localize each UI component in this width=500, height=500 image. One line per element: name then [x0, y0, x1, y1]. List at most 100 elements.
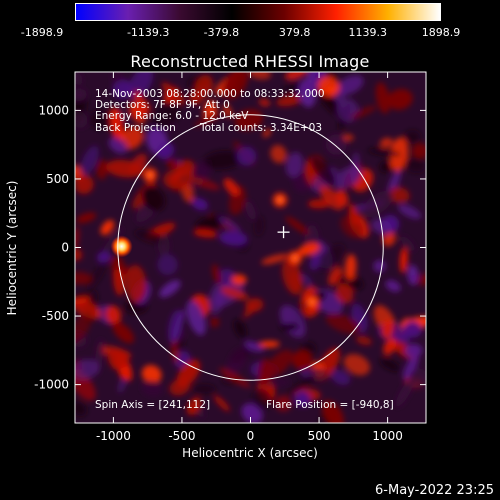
- colorbar: [75, 3, 441, 21]
- map-texture-blob: [166, 158, 179, 169]
- map-texture-blob: [208, 283, 226, 314]
- map-texture-blob: [301, 273, 313, 287]
- map-texture-blob: [222, 72, 248, 100]
- map-texture-blob: [257, 340, 280, 348]
- map-texture-blob: [309, 255, 320, 271]
- map-texture-blob: [191, 198, 208, 211]
- map-texture-blob: [108, 137, 128, 154]
- map-texture-blob: [395, 378, 414, 408]
- map-texture-blob: [310, 155, 336, 186]
- map-texture-blob: [249, 72, 272, 80]
- map-texture-blob: [258, 358, 272, 385]
- map-texture-blob: [193, 229, 218, 238]
- map-texture-blob: [407, 264, 419, 286]
- map-texture-blob: [188, 90, 204, 105]
- flare-source: [110, 235, 133, 258]
- map-hot-spot: [141, 166, 159, 184]
- map-texture-blob: [75, 111, 88, 129]
- map-texture-blob: [325, 313, 361, 334]
- map-texture-blob: [105, 305, 122, 325]
- map-texture-blob: [411, 143, 426, 159]
- map-texture-blob: [284, 72, 308, 80]
- map-texture-blob: [233, 319, 247, 339]
- map-texture-blob: [186, 397, 202, 416]
- map-texture-blob: [335, 283, 354, 304]
- y-tick-label: 0: [61, 241, 69, 255]
- y-tick-label: -1000: [34, 378, 69, 392]
- map-texture-blob: [292, 350, 313, 370]
- map-texture-blob: [219, 367, 251, 388]
- map-texture-blob: [96, 251, 111, 263]
- map-texture-blob: [125, 264, 147, 302]
- map-texture-blob: [169, 378, 191, 396]
- spin-axis-label: Spin Axis = [241,112]: [95, 399, 210, 411]
- map-texture-blob: [152, 101, 181, 130]
- map-texture-blob: [159, 280, 181, 298]
- x-tick-label: 1000: [372, 429, 403, 443]
- colorbar-tick-label: -1898.9: [20, 26, 64, 39]
- map-texture-blob: [113, 266, 125, 296]
- y-tick-label: 1000: [38, 103, 69, 117]
- map-texture-blob: [105, 159, 143, 178]
- map-texture-blob: [223, 178, 240, 196]
- map-texture-blob: [157, 142, 175, 160]
- map-texture-blob: [141, 185, 166, 211]
- map-texture-blob: [404, 129, 421, 145]
- map-texture-blob: [96, 159, 108, 180]
- map-texture-blob: [163, 167, 195, 189]
- map-texture-blob: [120, 126, 144, 150]
- map-texture-blob: [203, 150, 242, 170]
- map-texture-blob: [168, 309, 183, 344]
- map-texture-blob: [127, 72, 154, 100]
- map-texture-blob: [383, 337, 397, 356]
- map-texture-blob: [75, 299, 103, 319]
- map-texture-blob: [111, 72, 125, 84]
- info-energy-range: Energy Range: 6.0 - 12.0 keV: [95, 110, 249, 122]
- map-texture-blob: [218, 216, 241, 232]
- map-texture-blob: [270, 144, 287, 164]
- map-texture-blob: [75, 174, 94, 194]
- flare-position-label: Flare Position = [-940,8]: [266, 399, 394, 411]
- map-texture-blob: [252, 388, 272, 410]
- map-hot-spot: [271, 191, 289, 209]
- map-texture-blob: [404, 157, 426, 174]
- map-texture-blob: [388, 186, 410, 204]
- spin-axis-marker: [277, 226, 290, 239]
- map-texture-blob: [75, 72, 83, 85]
- map-texture-blob: [350, 105, 377, 119]
- map-texture-blob: [261, 253, 289, 265]
- map-texture-blob: [194, 113, 221, 127]
- colorbar-tick-label: 1898.9: [421, 26, 461, 39]
- map-texture-blob: [397, 204, 422, 219]
- map-texture-blob: [112, 79, 133, 99]
- timestamp-footer: 6-May-2022 23:25: [375, 483, 494, 498]
- solar-limb-circle: [117, 114, 384, 381]
- info-detectors: Detectors: 7F 8F 9F, Att 0: [95, 99, 230, 111]
- map-texture-blob: [186, 300, 206, 336]
- map-texture-blob: [209, 316, 220, 328]
- map-texture-blob: [348, 203, 359, 226]
- map-texture-blob: [342, 134, 354, 142]
- map-texture-blob: [279, 323, 300, 331]
- map-texture-blob: [385, 280, 401, 292]
- map-texture-blob: [333, 165, 363, 189]
- map-texture-blob: [241, 403, 263, 423]
- x-tick-label: -1000: [96, 429, 131, 443]
- colorbar-tick-label: 1139.3: [348, 26, 388, 39]
- map-texture-blob: [245, 200, 256, 221]
- plot-title: Reconstructed RHESSI Image: [130, 52, 370, 71]
- map-texture-blob: [319, 185, 343, 211]
- map-texture-blob: [367, 148, 401, 157]
- colorbar-tick-label: -379.8: [203, 26, 240, 39]
- map-texture-blob: [379, 358, 400, 372]
- map-texture-blob: [276, 95, 302, 107]
- map-texture-blob: [75, 271, 93, 285]
- map-texture-blob: [107, 348, 130, 369]
- map-hot-spot: [286, 249, 304, 267]
- map-texture-blob: [133, 90, 148, 113]
- map-texture-blob: [322, 400, 344, 423]
- map-texture-blob: [381, 319, 394, 339]
- colorbar-tick-label: -1139.3: [126, 26, 170, 39]
- map-texture-blob: [141, 364, 162, 384]
